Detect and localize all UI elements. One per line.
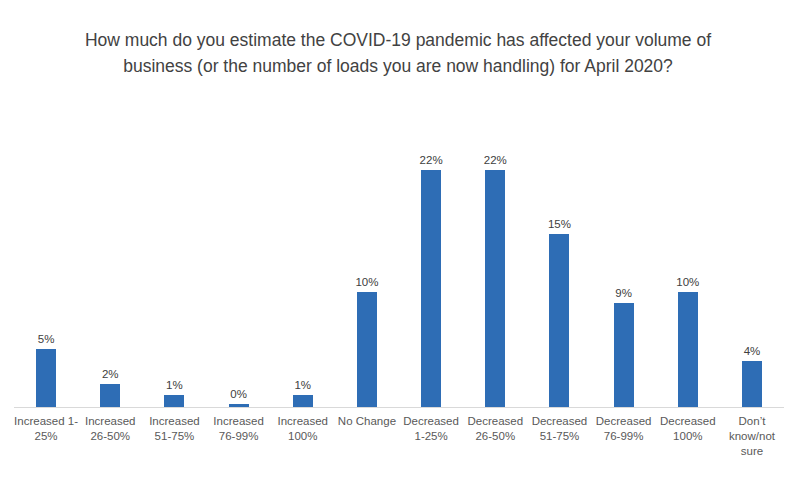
category-label: Decreased 26-50% [463,414,527,459]
bar-value-label: 22% [484,154,507,166]
bar-value-label: 10% [676,276,699,288]
bar [742,361,762,407]
bar-column: 1% [142,154,206,407]
category-label: Increased 51-75% [142,414,206,459]
bar-value-label: 10% [355,276,378,288]
bar-value-label: 0% [230,388,247,400]
bar-chart: How much do you estimate the COVID-19 pa… [0,0,796,486]
bar-column: 0% [207,154,271,407]
bar-value-label: 2% [102,368,119,380]
bar-value-label: 15% [548,218,571,230]
bar [100,384,120,407]
bar [485,170,505,407]
bar-column: 10% [335,154,399,407]
bar-value-label: 22% [420,154,443,166]
bar-column: 2% [78,154,142,407]
bar [164,395,184,407]
bar-column: 22% [399,154,463,407]
bar-column: 10% [656,154,720,407]
category-label: Increased 1- 25% [14,414,78,459]
bar-value-label: 1% [166,379,183,391]
x-axis-labels: Increased 1- 25%Increased 26-50%Increase… [14,414,784,459]
category-label: Decreased 100% [656,414,720,459]
bar [614,303,634,407]
bar-value-label: 1% [294,379,311,391]
chart-title: How much do you estimate the COVID-19 pa… [78,27,718,79]
bar [36,349,56,407]
bar-column: 9% [592,154,656,407]
bar-value-label: 5% [38,333,55,345]
bar [357,292,377,407]
category-label: Decreased 76-99% [592,414,656,459]
category-label: Decreased 51-75% [527,414,591,459]
category-label: No Change [335,414,399,459]
bar-column: 1% [271,154,335,407]
bar-column: 5% [14,154,78,407]
category-label: Decreased 1-25% [399,414,463,459]
category-label: Increased 76-99% [207,414,271,459]
bar [678,292,698,407]
bar [549,234,569,407]
plot-area: 5% 2% 1% 0% 1% 10% 22% 22% 15% 9% 10% 4% [14,154,784,408]
bar [293,395,313,407]
category-label: Don’t know/not sure [720,414,784,459]
bar-column: 22% [463,154,527,407]
bar [229,404,249,407]
bar-column: 15% [527,154,591,407]
bar-column: 4% [720,154,784,407]
category-label: Increased 26-50% [78,414,142,459]
bar-value-label: 9% [615,287,632,299]
category-label: Increased 100% [271,414,335,459]
bar-value-label: 4% [744,345,761,357]
bar [421,170,441,407]
